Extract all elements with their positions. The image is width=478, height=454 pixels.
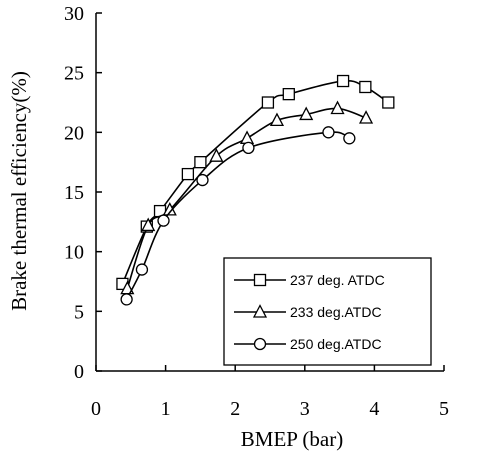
data-point [269,112,285,127]
x-tick-label: 2 [230,398,240,420]
data-point [242,141,255,154]
data-point [181,167,195,181]
y-tick-label: 5 [74,301,84,323]
data-point [343,132,356,145]
data-point [196,173,209,187]
data-point [135,263,149,276]
data-point [382,96,395,109]
legend-entry: 250 deg.ATDC [234,336,382,352]
data-point [336,74,350,88]
data-point [261,96,275,109]
x-axis-title: BMEP (bar) [241,427,343,451]
y-axis-title: Brake thermal efficiency(%) [7,71,31,311]
data-point [120,293,133,306]
legend-marker [253,337,267,351]
legend-marker [253,273,267,287]
series-3 [120,126,356,306]
data-point [141,217,156,232]
y-tick-label: 10 [64,242,84,264]
legend-label: 250 deg.ATDC [290,336,382,352]
x-tick-label: 4 [369,398,379,420]
legend: 237 deg. ATDC 233 deg.ATDC 250 deg.ATDC [223,257,432,366]
data-point [359,80,372,94]
legend-label: 237 deg. ATDC [290,272,385,288]
ticks: 0 5 10 15 20 25 30 0 1 2 3 4 5 [64,3,449,420]
data-point [282,87,295,101]
data-point [299,106,314,121]
legend-entry: 233 deg.ATDC [234,304,382,320]
x-tick-label: 0 [91,398,101,420]
data-point [194,156,207,169]
x-tick-label: 3 [300,398,310,420]
data-point [209,148,224,162]
data-point [358,110,374,124]
y-tick-label: 30 [64,3,84,25]
y-tick-label: 20 [64,122,84,144]
x-tick-label: 5 [439,398,449,420]
series-line [121,79,389,285]
series-layer [116,74,395,306]
y-tick-label: 15 [64,182,84,204]
data-point [322,126,335,139]
legend-entry: 237 deg. ATDC [234,272,385,288]
x-tick-label: 1 [161,398,171,420]
data-point [239,130,255,144]
legend-label: 233 deg.ATDC [290,304,382,320]
y-tick-label: 25 [64,63,84,85]
y-tick-label: 0 [74,361,84,383]
series-1 [116,74,395,291]
legend-marker [252,304,268,318]
data-point [330,100,345,115]
data-point [157,214,170,227]
